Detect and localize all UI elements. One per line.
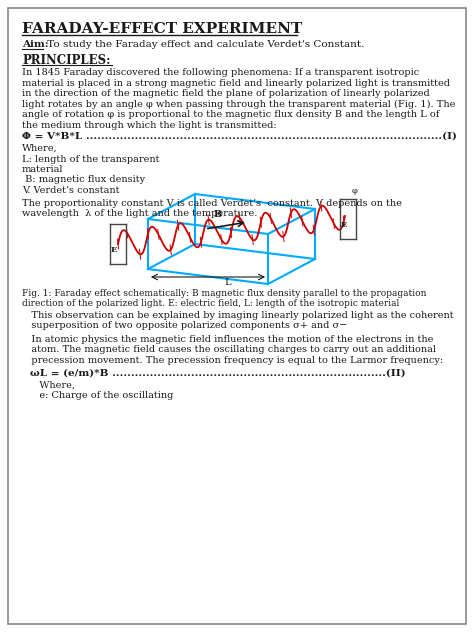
Text: ωL = (e/m)*B ...................................................................: ωL = (e/m)*B ...........................… <box>30 368 406 377</box>
Text: φ: φ <box>352 187 358 195</box>
Text: in the direction of the magnetic field the plane of polarization of linearly pol: in the direction of the magnetic field t… <box>22 89 430 98</box>
Text: angle of rotation φ is proportional to the magnetic flux density B and the lengt: angle of rotation φ is proportional to t… <box>22 110 439 119</box>
Text: precession movement. The precession frequency is equal to the Larmor frequency:: precession movement. The precession freq… <box>22 356 443 365</box>
Text: PRINCIPLES:: PRINCIPLES: <box>22 54 110 67</box>
Text: E: E <box>341 221 347 229</box>
Text: e: Charge of the oscillating: e: Charge of the oscillating <box>30 391 173 400</box>
Text: FARADAY-EFFECT EXPERIMENT: FARADAY-EFFECT EXPERIMENT <box>22 22 302 36</box>
Text: B: magnetic flux density: B: magnetic flux density <box>22 176 145 185</box>
Text: wavelength  λ of the light and the temperature.: wavelength λ of the light and the temper… <box>22 209 257 219</box>
Text: The proportionality constant V is called Verdet’s  constant. V depends on the: The proportionality constant V is called… <box>22 199 402 208</box>
Text: Aim:: Aim: <box>22 40 49 49</box>
Text: atom. The magnetic field causes the oscillating charges to carry out an addition: atom. The magnetic field causes the osci… <box>22 346 436 355</box>
Text: direction of the polarized light. E: electric field, L: length of the isotropic : direction of the polarized light. E: ele… <box>22 298 399 308</box>
Text: B: B <box>214 210 222 219</box>
Text: Where,: Where, <box>30 380 75 389</box>
Text: material is placed in a strong magnetic field and linearly polarized light is tr: material is placed in a strong magnetic … <box>22 78 450 87</box>
Text: In 1845 Faraday discovered the following phenomena: If a transparent isotropic: In 1845 Faraday discovered the following… <box>22 68 419 77</box>
Text: To study the Faraday effect and calculate Verdet's Constant.: To study the Faraday effect and calculat… <box>44 40 365 49</box>
Text: light rotates by an angle φ when passing through the transparent material (Fig. : light rotates by an angle φ when passing… <box>22 99 456 109</box>
Text: superposition of two opposite polarized components σ+ and σ−: superposition of two opposite polarized … <box>22 322 347 331</box>
FancyBboxPatch shape <box>8 8 466 624</box>
Text: L: length of the transparent: L: length of the transparent <box>22 154 159 164</box>
Text: V. Verdet’s constant: V. Verdet’s constant <box>22 186 119 195</box>
Text: Φ = V*B*L ......................................................................: Φ = V*B*L ..............................… <box>22 132 457 141</box>
Text: the medium through which the light is transmitted:: the medium through which the light is tr… <box>22 121 277 130</box>
Text: Where,: Where, <box>22 144 58 153</box>
Text: In atomic physics the magnetic field influences the motion of the electrons in t: In atomic physics the magnetic field inf… <box>22 335 433 344</box>
Text: Fig. 1: Faraday effect schematically: B magnetic flux density parallel to the pr: Fig. 1: Faraday effect schematically: B … <box>22 289 427 298</box>
Text: material: material <box>22 165 64 174</box>
Text: This observation can be explained by imaging linearly polarized light as the coh: This observation can be explained by ima… <box>22 311 454 320</box>
Text: E: E <box>111 246 117 254</box>
Text: L: L <box>225 278 231 287</box>
